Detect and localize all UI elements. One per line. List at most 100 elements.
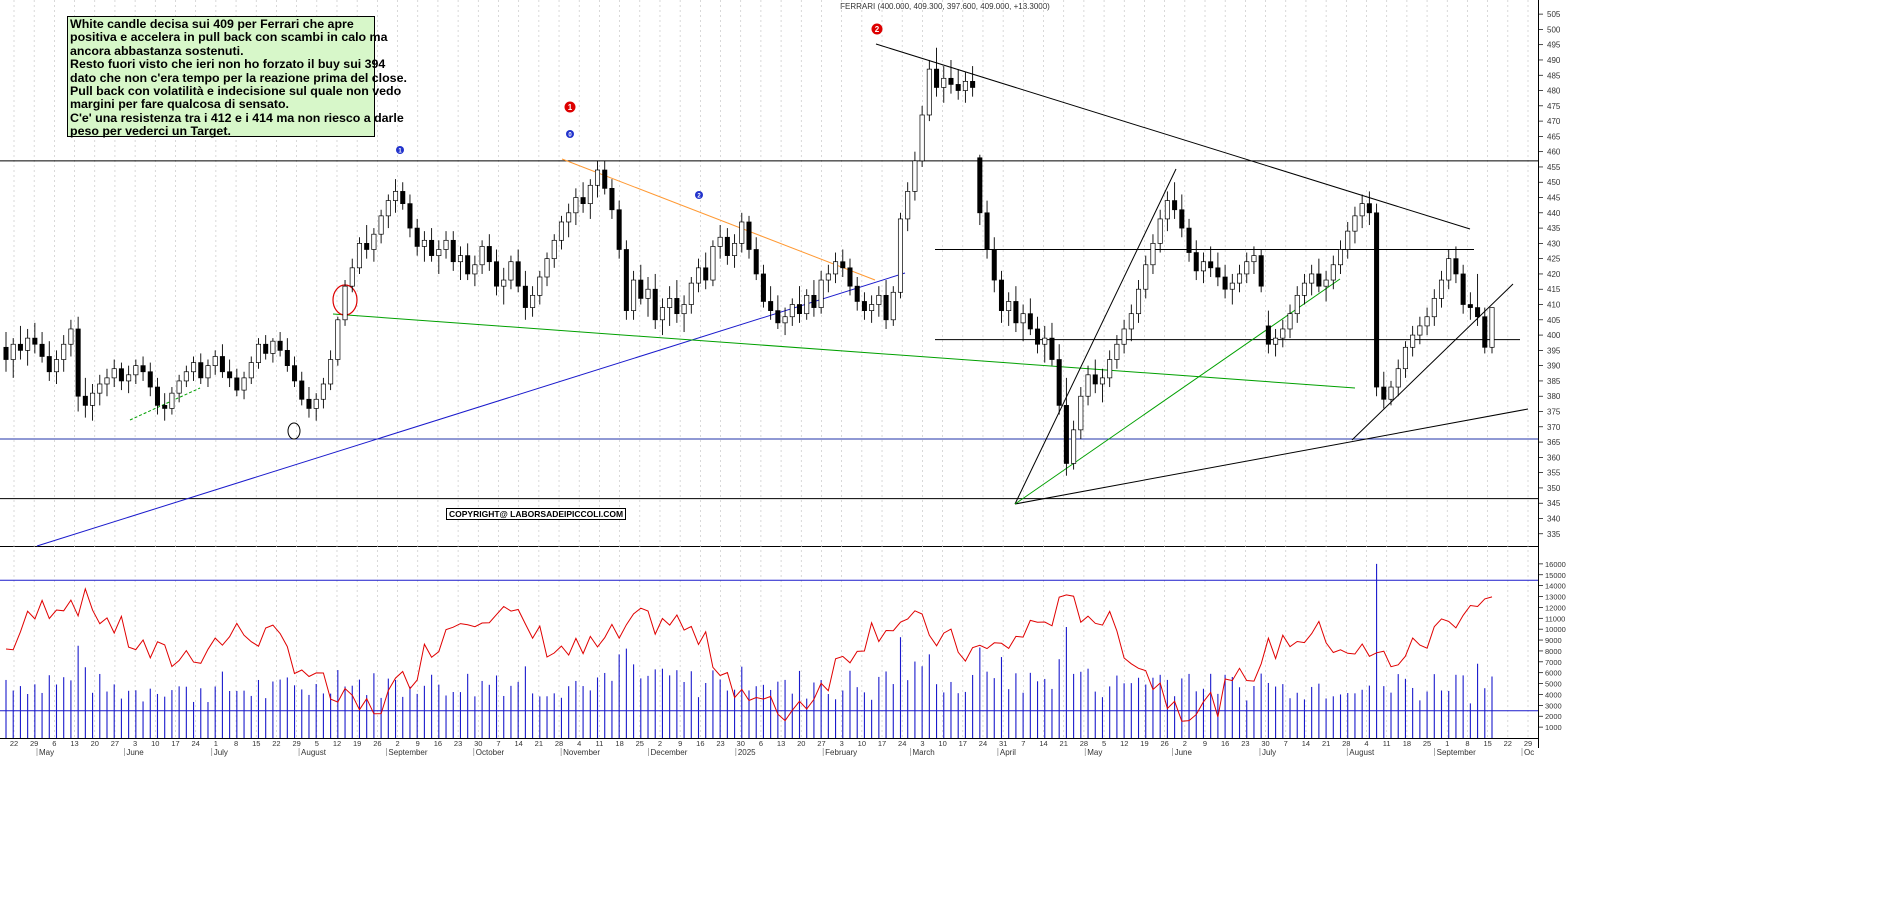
wave-label-text: 1 [398,149,402,155]
note-line-9: peso per vederci un Target. [70,124,231,139]
volume-tick-label: 5000 [1545,680,1562,689]
x-day-tick: 26 [1160,739,1168,748]
candle-body [1395,368,1401,388]
candle-body [111,368,117,379]
wave-label-circle [871,23,883,35]
candle-body [746,221,752,250]
candle-body [1128,313,1134,330]
price-tick-label: 335 [1547,530,1561,539]
candle-body [169,392,175,409]
candle-body [1085,374,1091,397]
candle-body [1179,209,1185,229]
candle-body [486,246,492,263]
candle-body [991,249,997,281]
candle-body [198,362,204,379]
candle-body [768,301,774,311]
x-day-tick: 22 [1504,739,1512,748]
x-month-label: December [650,748,687,757]
price-tick-label: 495 [1547,41,1561,50]
candle-body [320,383,326,400]
volume-tick-label: 7000 [1545,658,1562,667]
x-month-label: May [1087,748,1102,757]
candle-body [1460,273,1466,305]
candle-body [854,285,860,302]
price-axis: 335 340 345 350 355 360 365 370 375 380 385 390 395 4… [1538,10,1561,539]
price-tick-label: 390 [1547,362,1561,371]
candle-body [962,81,968,91]
candle-body [1338,249,1344,266]
candle-body [1200,261,1206,272]
x-day-tick: 23 [716,739,724,748]
candle-body [270,340,276,354]
x-month-label: September [1437,748,1476,757]
x-day-tick: 3 [840,739,844,748]
candle-body [1237,273,1243,284]
candle-body [1157,218,1163,244]
trendline [1014,168,1177,505]
x-day-tick: 4 [577,739,581,748]
candle-body [1258,255,1264,287]
x-day-tick: 21 [1060,739,1068,748]
candle-body [623,249,629,311]
candle-body [501,279,507,287]
price-tick-label: 385 [1547,377,1561,386]
x-day-tick: 6 [759,739,763,748]
candle-body [1402,346,1408,370]
x-day-tick: 7 [496,739,500,748]
candle-body [775,310,781,324]
candle-body [1388,386,1394,400]
x-day-tick: 29 [30,739,38,748]
volume-tick-label: 8000 [1545,647,1562,656]
volume-tick-label: 9000 [1545,636,1562,645]
candle-body [1215,267,1221,278]
candle-body [890,291,896,321]
x-day-tick: 16 [1221,739,1229,748]
candle-body [645,288,651,299]
candle-body [934,68,940,88]
candle-body [183,371,189,382]
price-tick-label: 370 [1547,423,1561,432]
candle-body [804,294,810,315]
x-day-tick: 30 [474,739,482,748]
candle-body [1330,264,1336,281]
candle-body [306,398,312,409]
volume-tick-label: 12000 [1545,603,1566,612]
volume-tick-label: 1000 [1545,723,1562,732]
x-day-tick: 13 [777,739,785,748]
x-day-tick: 13 [70,739,78,748]
candle-body [1071,429,1077,464]
candle-body [948,77,954,85]
x-month-label: October [476,748,505,757]
candle-body [1475,307,1481,318]
price-tick-label: 500 [1547,25,1561,34]
x-day-tick: 7 [1021,739,1025,748]
price-tick-label: 425 [1547,255,1561,264]
candle-body [602,169,608,189]
candle-body [955,84,961,91]
x-day-tick: 28 [1342,739,1350,748]
volume-oscillator-line [5,587,1493,722]
candle-body [400,191,406,204]
candle-body [1107,359,1113,379]
note-line-7: margini per fare qualcosa di sensato. [70,97,289,112]
candle-body [1446,258,1452,281]
candle-body [753,249,759,275]
candle-body [1359,203,1365,217]
candle-body [133,365,139,376]
x-day-tick: 16 [434,739,442,748]
candle-body [299,380,305,400]
candles [3,47,1495,476]
candle-body [32,337,38,345]
x-month-label: March [913,748,935,757]
x-month-label: Oc [1524,748,1534,757]
x-day-tick: 17 [878,739,886,748]
candle-body [248,362,254,379]
candle-body [255,343,261,363]
price-tick-label: 400 [1547,331,1561,340]
candle-body [3,346,9,360]
price-tick-label: 435 [1547,224,1561,233]
price-tick-label: 345 [1547,499,1561,508]
x-day-tick: 24 [979,739,987,748]
x-axis: 22 29 6 13 20 27 3 10 17 24 1 8 15 22 29 5 12 19 26 2 9 16 23 3… [10,739,1534,757]
note-line-8: C'e' una resistenza tra i 412 e i 414 ma… [70,110,404,125]
